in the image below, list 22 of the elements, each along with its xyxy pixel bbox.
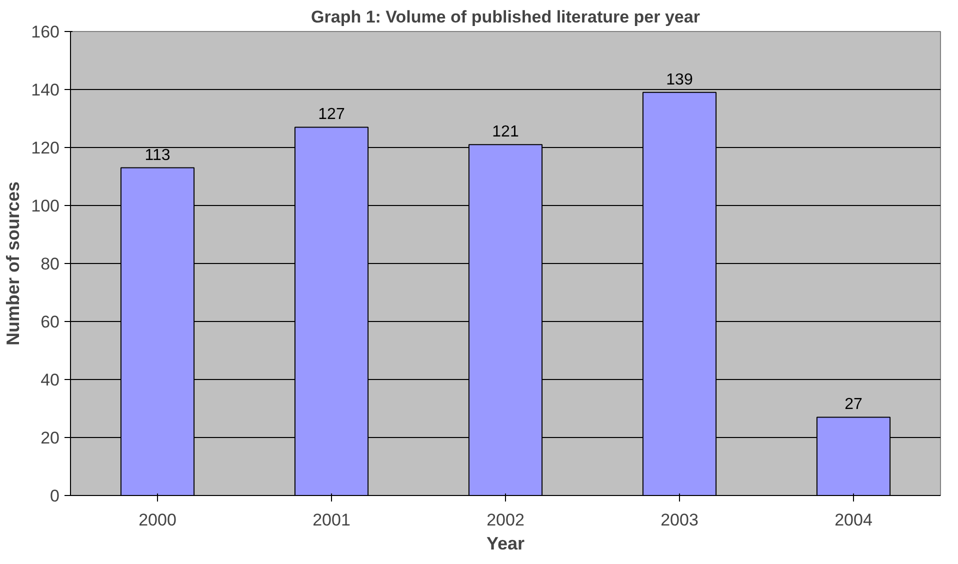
x-tick-label: 2004 bbox=[834, 510, 872, 530]
y-tick-label: 160 bbox=[31, 22, 60, 42]
y-tick-label: 120 bbox=[31, 138, 60, 158]
x-tick-label: 2000 bbox=[138, 510, 176, 530]
y-tick-label: 0 bbox=[50, 486, 60, 506]
x-tick-label: 2002 bbox=[486, 510, 524, 530]
x-tick-label: 2001 bbox=[312, 510, 350, 530]
y-tick-label: 40 bbox=[40, 370, 60, 390]
data-label: 139 bbox=[666, 71, 693, 88]
y-tick-label: 100 bbox=[31, 196, 60, 216]
x-axis-title: Year bbox=[486, 534, 525, 554]
y-tick-label: 140 bbox=[31, 80, 60, 100]
y-tick-label: 80 bbox=[40, 254, 60, 274]
chart-title: Graph 1: Volume of published literature per year bbox=[311, 8, 700, 26]
y-axis-title: Number of sources bbox=[3, 181, 24, 346]
x-tick-label: 2003 bbox=[660, 510, 698, 530]
data-label: 27 bbox=[844, 396, 862, 414]
data-label: 121 bbox=[492, 124, 519, 141]
y-tick-label: 60 bbox=[40, 312, 60, 332]
y-tick-label: 20 bbox=[40, 428, 60, 448]
data-label: 127 bbox=[318, 106, 345, 124]
data-label: 113 bbox=[144, 146, 170, 164]
